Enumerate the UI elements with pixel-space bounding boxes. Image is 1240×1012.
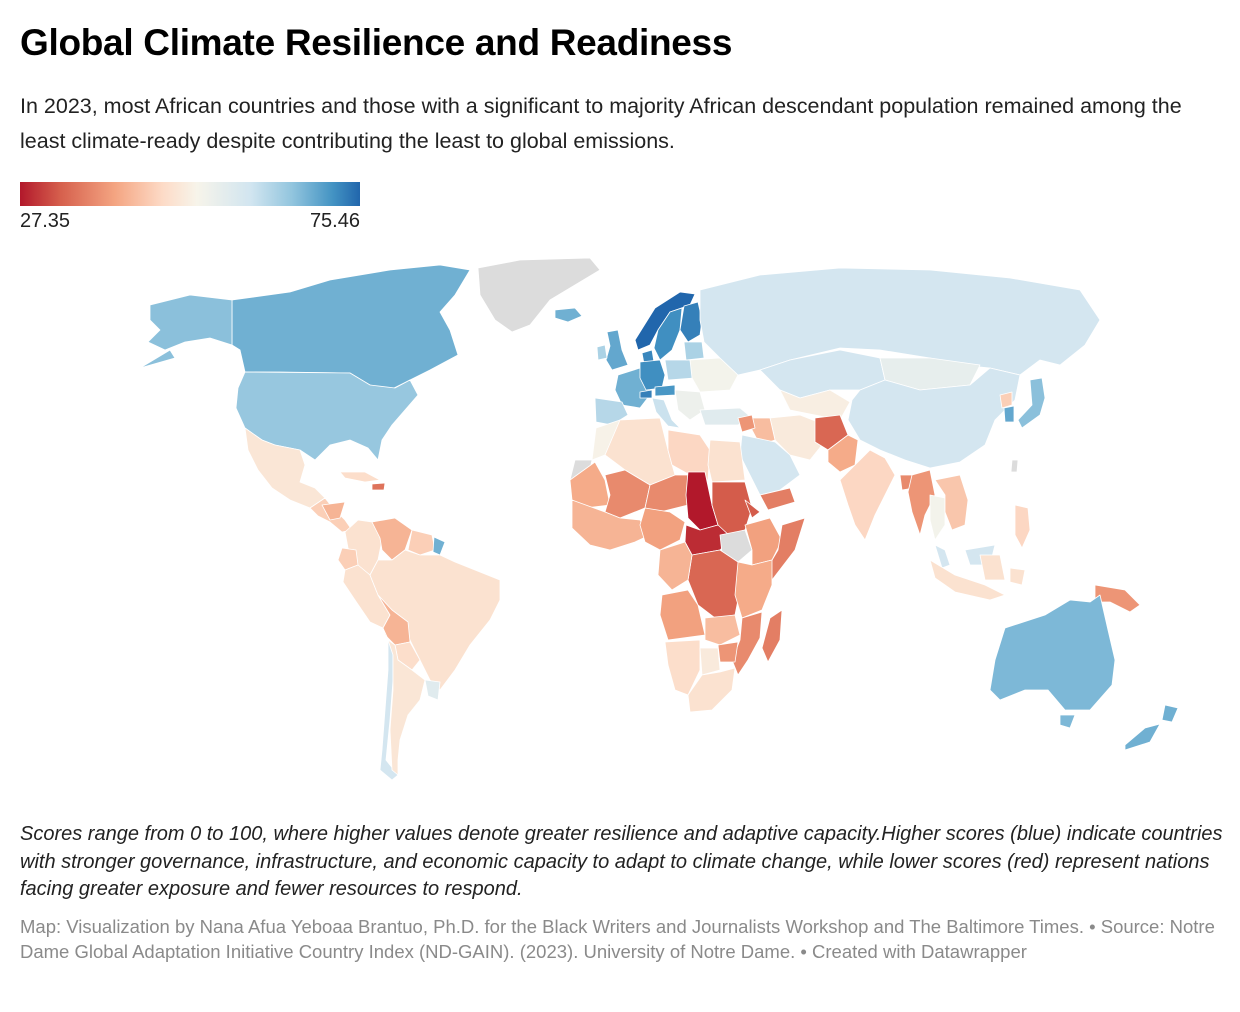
country-australia[interactable]: Australia: 65 bbox=[989, 594, 1116, 729]
country-uruguay[interactable]: Uruguay: 55 bbox=[424, 679, 441, 701]
country-haiti[interactable]: Haiti: 35 bbox=[371, 482, 386, 491]
country-austria[interactable]: Austria: 69 bbox=[654, 384, 676, 397]
country-french-guiana[interactable]: French Guiana: 66 bbox=[432, 536, 446, 556]
country-cuba[interactable]: Cuba: 46 bbox=[339, 471, 381, 483]
country-guyana-suriname[interactable]: Guyana / Suriname: 44 bbox=[407, 529, 436, 556]
country-zambia[interactable]: Zambia: 42 bbox=[704, 614, 741, 646]
chart-subtitle: In 2023, most African countries and thos… bbox=[20, 94, 1182, 153]
country-poland[interactable]: Poland: 60 bbox=[664, 359, 695, 381]
country-egypt[interactable]: Egypt: 47 bbox=[707, 439, 746, 483]
country-nigeria[interactable]: Nigeria: 39 bbox=[639, 507, 686, 551]
country-italy[interactable]: Italy: 58 bbox=[651, 397, 681, 429]
country-central-asia[interactable]: Central Asia: 50 bbox=[779, 389, 851, 421]
country-new-zealand[interactable]: New Zealand: 66 bbox=[1124, 704, 1179, 751]
country-mozambique[interactable]: Mozambique: 37 bbox=[731, 611, 763, 676]
country-alaska[interactable]: United States (Alaska): 64 bbox=[139, 294, 233, 369]
country-uk[interactable]: United Kingdom: 67 bbox=[605, 329, 629, 371]
country-iran[interactable]: Iran: 49 bbox=[769, 414, 823, 461]
country-india[interactable]: India: 45 bbox=[839, 449, 896, 541]
country-china[interactable]: China: 57 bbox=[847, 367, 1021, 469]
country-south-sudan[interactable]: South Sudan bbox=[719, 529, 753, 563]
country-sweden[interactable]: Sweden: 70 bbox=[653, 307, 683, 361]
country-myanmar[interactable]: Myanmar: 38 bbox=[907, 469, 936, 536]
country-syria[interactable]: Syria: 38 bbox=[737, 414, 756, 433]
country-taiwan[interactable]: Taiwan bbox=[1010, 459, 1019, 473]
country-south-africa[interactable]: South Africa: 47 bbox=[687, 667, 736, 713]
country-thailand[interactable]: Thailand: 52 bbox=[929, 494, 946, 541]
country-argentina[interactable]: Argentina: 48 bbox=[387, 639, 426, 776]
country-gabon-congo[interactable]: Gabon / Congo / Cameroon: 41 bbox=[657, 541, 693, 591]
world-map: GreenlandCanada: 66United States (Alaska… bbox=[0, 250, 1240, 790]
country-germany[interactable]: Germany: 70 bbox=[639, 359, 666, 391]
country-botswana[interactable]: Botswana: 49 bbox=[699, 647, 721, 676]
country-greenland[interactable]: Greenland bbox=[477, 257, 601, 333]
country-philippines[interactable]: Philippines: 45 bbox=[1014, 504, 1031, 549]
country-mexico[interactable]: Mexico: 48 bbox=[244, 427, 326, 509]
legend-min-label: 27.35 bbox=[20, 210, 71, 232]
country-north-korea[interactable]: North Korea: 44 bbox=[999, 391, 1013, 409]
chart-byline: Map: Visualization by Nana Afua Yeboaa B… bbox=[20, 916, 1215, 962]
country-balkans[interactable]: Balkans: 53 bbox=[674, 389, 706, 421]
legend-gradient-bar bbox=[20, 182, 360, 206]
country-ireland[interactable]: Ireland: 61 bbox=[596, 344, 608, 361]
legend-max-label: 75.46 bbox=[309, 210, 360, 232]
chart-title: Global Climate Resilience and Readiness bbox=[20, 22, 733, 63]
country-finland[interactable]: Finland: 72 bbox=[679, 301, 703, 343]
country-yemen[interactable]: Yemen: 36 bbox=[759, 487, 796, 511]
country-indochina[interactable]: Laos / Cambodia / Vietnam: 43 bbox=[934, 474, 969, 531]
country-mali[interactable]: Mali: 37 bbox=[604, 469, 651, 519]
country-east-africa[interactable]: Kenya / Uganda / Tanzania: 40 bbox=[734, 559, 773, 619]
country-canada[interactable]: Canada: 66 bbox=[231, 264, 471, 391]
country-japan[interactable]: Japan: 64 bbox=[1017, 377, 1046, 429]
chart-notes: Scores range from 0 to 100, where higher… bbox=[20, 823, 1223, 900]
color-legend: 27.35 75.46 bbox=[20, 182, 360, 233]
country-madagascar[interactable]: Madagascar: 36 bbox=[761, 609, 783, 663]
country-south-korea[interactable]: South Korea: 67 bbox=[1003, 405, 1015, 423]
country-baltics[interactable]: Baltic states: 61 bbox=[683, 341, 705, 361]
country-zimbabwe[interactable]: Zimbabwe: 38 bbox=[717, 641, 739, 663]
country-indonesia[interactable]: Indonesia: 47 bbox=[929, 554, 1026, 601]
country-west-africa-coast[interactable]: Coastal West Africa: 41 bbox=[571, 499, 651, 551]
country-eritrea[interactable]: Eritrea: 33 bbox=[744, 499, 761, 519]
country-honduras-nicaragua[interactable]: Honduras / Nicaragua: 41 bbox=[321, 501, 346, 521]
country-iceland[interactable]: Iceland: 66 bbox=[554, 307, 583, 323]
